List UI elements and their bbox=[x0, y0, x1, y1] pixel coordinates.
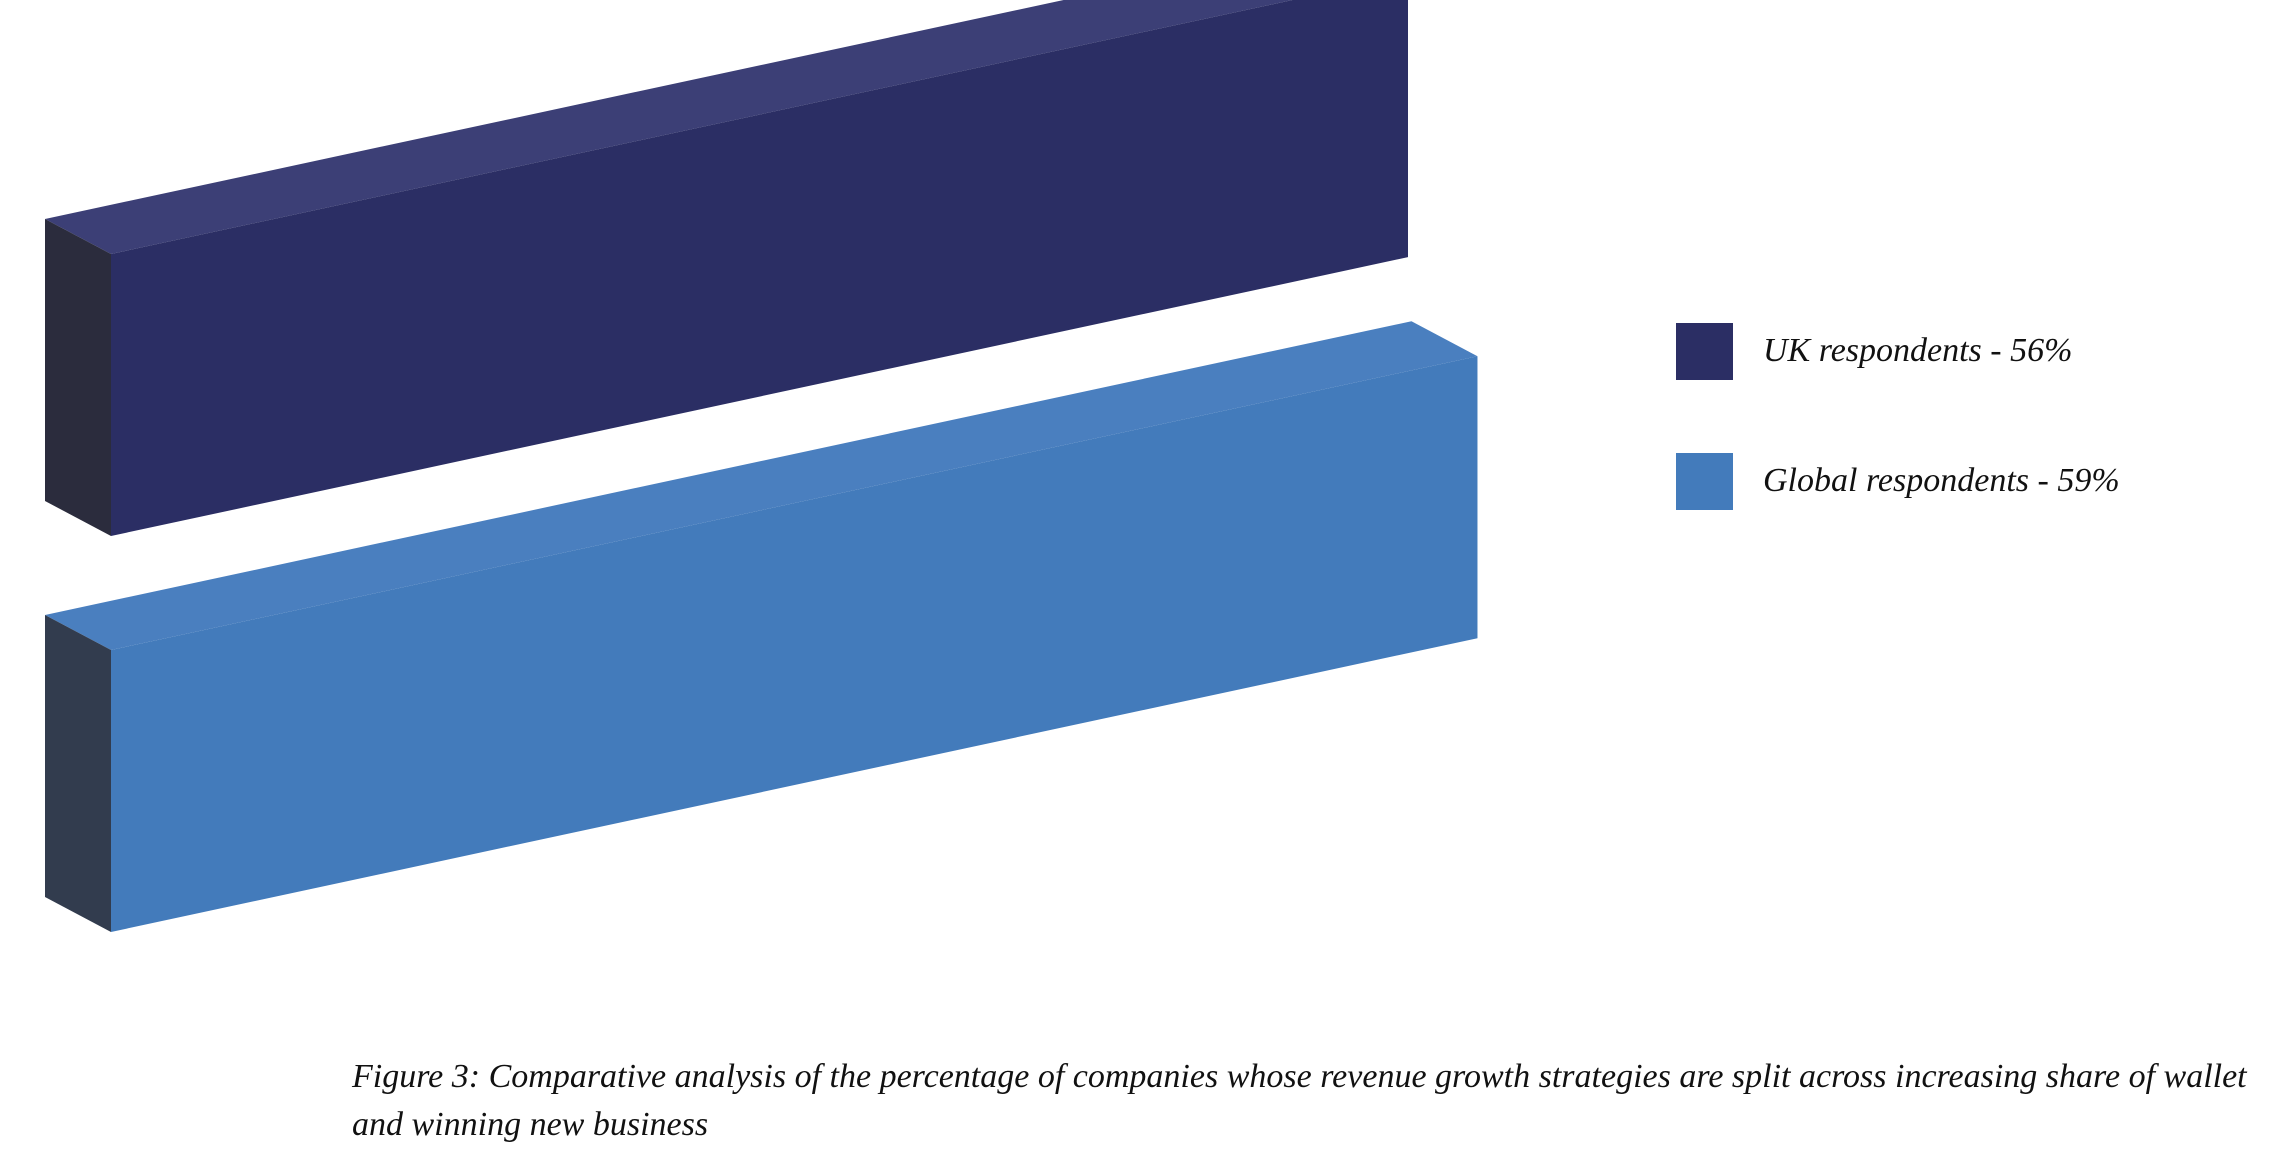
legend-item-global: Global respondents - 59% bbox=[1676, 452, 2120, 510]
bar-global-side-face bbox=[45, 615, 111, 932]
legend-label-global: Global respondents - 59% bbox=[1763, 462, 2120, 499]
bar-global-front-face bbox=[111, 356, 1478, 933]
legend-label-uk: UK respondents - 56% bbox=[1763, 332, 2073, 369]
bar-uk-side-face bbox=[45, 219, 111, 536]
legend-swatch-global bbox=[1676, 452, 1733, 510]
bar-uk-front-face bbox=[111, 0, 1408, 536]
bar-uk bbox=[45, 0, 1408, 536]
bar-global bbox=[45, 321, 1478, 933]
legend-item-uk: UK respondents - 56% bbox=[1676, 322, 2120, 380]
bar-global-top-face bbox=[45, 321, 1478, 650]
figure-caption: Figure 3: Comparative analysis of the pe… bbox=[352, 1058, 2247, 1143]
chart-legend: UK respondents - 56% Global respondents … bbox=[1676, 322, 2120, 582]
bar-uk-top-face bbox=[45, 0, 1293, 254]
legend-swatch-uk bbox=[1676, 322, 1733, 380]
